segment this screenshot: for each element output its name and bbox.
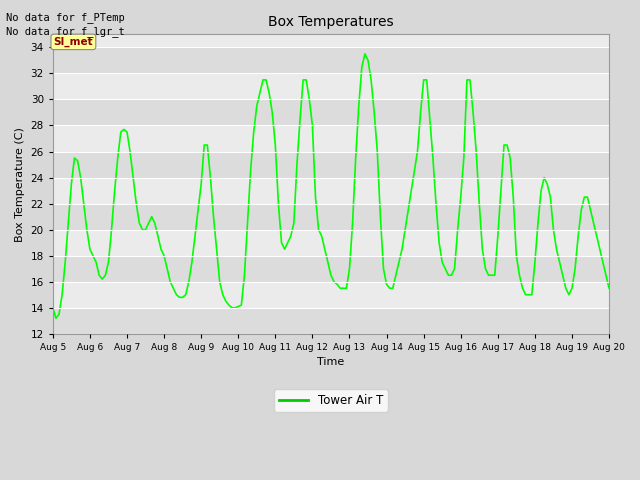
Bar: [53, 73, 609, 99]
Text: No data for f_PTemp: No data for f_PTemp: [6, 12, 125, 23]
Bar: [53, 204, 609, 229]
Bar: [53, 229, 609, 256]
Legend: Tower Air T: Tower Air T: [274, 389, 388, 412]
X-axis label: Time: Time: [317, 358, 344, 367]
Bar: [53, 308, 609, 334]
Bar: [53, 99, 609, 125]
Text: No data for f_lgr_t: No data for f_lgr_t: [6, 26, 125, 37]
Bar: [53, 282, 609, 308]
Title: Box Temperatures: Box Temperatures: [268, 15, 394, 29]
Bar: [53, 178, 609, 204]
Bar: [53, 256, 609, 282]
Bar: [53, 125, 609, 152]
Bar: [53, 152, 609, 178]
Text: SI_met: SI_met: [54, 37, 93, 47]
Bar: [53, 48, 609, 73]
Y-axis label: Box Temperature (C): Box Temperature (C): [15, 127, 25, 241]
